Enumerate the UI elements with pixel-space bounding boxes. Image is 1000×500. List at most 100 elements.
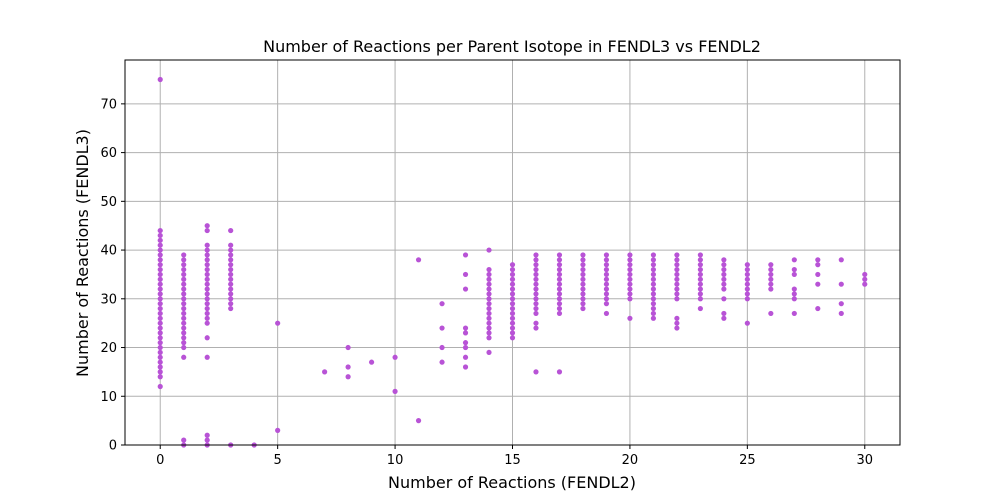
data-point — [556, 301, 563, 307]
data-point — [674, 281, 680, 287]
data-point — [556, 305, 563, 312]
data-point — [392, 354, 398, 360]
data-point — [181, 354, 187, 360]
data-point — [556, 257, 563, 263]
data-point — [533, 296, 539, 302]
data-point — [228, 281, 234, 287]
data-point — [744, 286, 750, 292]
data-point — [650, 276, 657, 282]
data-point — [157, 359, 163, 365]
data-point — [204, 227, 210, 234]
data-point — [157, 305, 163, 312]
data-point — [556, 266, 563, 273]
data-point — [791, 286, 797, 292]
data-point — [533, 271, 539, 278]
data-point — [462, 330, 469, 336]
data-point — [650, 305, 657, 312]
data-point — [228, 262, 234, 268]
data-point — [157, 252, 163, 258]
data-point — [556, 271, 563, 278]
y-tick-label: 30 — [100, 292, 117, 307]
data-point — [791, 257, 797, 263]
data-point — [603, 257, 610, 263]
data-point — [157, 310, 163, 317]
data-point — [697, 296, 703, 302]
data-point — [627, 271, 633, 278]
data-point — [204, 432, 210, 438]
data-point — [157, 315, 163, 321]
data-point — [580, 281, 586, 287]
data-point — [181, 437, 187, 443]
data-point — [815, 262, 821, 268]
data-point — [791, 296, 797, 302]
data-point — [650, 271, 657, 278]
data-point — [838, 281, 844, 287]
data-point — [157, 330, 163, 336]
data-point — [204, 301, 210, 307]
data-point — [275, 427, 281, 433]
data-point — [181, 340, 187, 346]
data-point — [228, 242, 234, 248]
data-point — [721, 296, 727, 302]
data-point — [204, 291, 210, 297]
data-point — [204, 305, 210, 312]
x-axis-title: Number of Reactions (FENDL2) — [388, 473, 636, 492]
data-point — [462, 344, 469, 351]
data-point — [721, 257, 727, 263]
data-point — [486, 310, 492, 317]
data-point — [650, 281, 657, 287]
x-tick-label: 15 — [504, 453, 521, 468]
data-point — [439, 359, 445, 365]
data-point — [157, 354, 163, 360]
data-point — [462, 364, 469, 370]
data-point — [580, 276, 586, 282]
data-point — [533, 266, 539, 273]
data-point — [697, 286, 703, 292]
data-point — [556, 252, 563, 258]
data-point — [580, 266, 586, 273]
data-point — [462, 286, 469, 292]
data-point — [721, 262, 727, 268]
data-point — [204, 242, 210, 248]
data-point — [603, 296, 610, 302]
data-point — [768, 271, 774, 278]
x-tick-label: 0 — [156, 453, 164, 468]
data-point — [556, 291, 563, 297]
data-point — [768, 266, 774, 273]
data-point — [603, 271, 610, 278]
data-point — [838, 257, 844, 263]
data-point — [556, 369, 563, 375]
data-point — [697, 271, 703, 278]
data-point — [462, 271, 469, 278]
data-point — [627, 262, 633, 268]
data-point — [486, 320, 492, 326]
data-point — [744, 291, 750, 297]
data-point — [744, 271, 750, 278]
data-point — [556, 310, 563, 317]
data-point — [674, 262, 680, 268]
data-point — [486, 271, 492, 278]
data-point — [744, 276, 750, 282]
data-point — [674, 320, 680, 326]
data-point — [204, 310, 210, 317]
data-point — [157, 286, 163, 292]
data-point — [204, 437, 210, 443]
data-point — [204, 266, 210, 273]
data-point — [157, 242, 163, 248]
data-point — [697, 262, 703, 268]
data-point — [533, 286, 539, 292]
data-point — [533, 281, 539, 287]
data-point — [204, 354, 210, 360]
data-point — [603, 281, 610, 287]
data-point — [791, 310, 797, 317]
data-point — [157, 237, 163, 243]
data-point — [157, 344, 163, 351]
data-point — [744, 281, 750, 287]
x-tick-label: 20 — [622, 453, 639, 468]
y-tick-label: 60 — [100, 146, 117, 161]
data-points — [157, 76, 868, 448]
data-point — [275, 320, 281, 326]
data-point — [815, 271, 821, 278]
data-point — [486, 247, 492, 253]
data-point — [744, 266, 750, 273]
